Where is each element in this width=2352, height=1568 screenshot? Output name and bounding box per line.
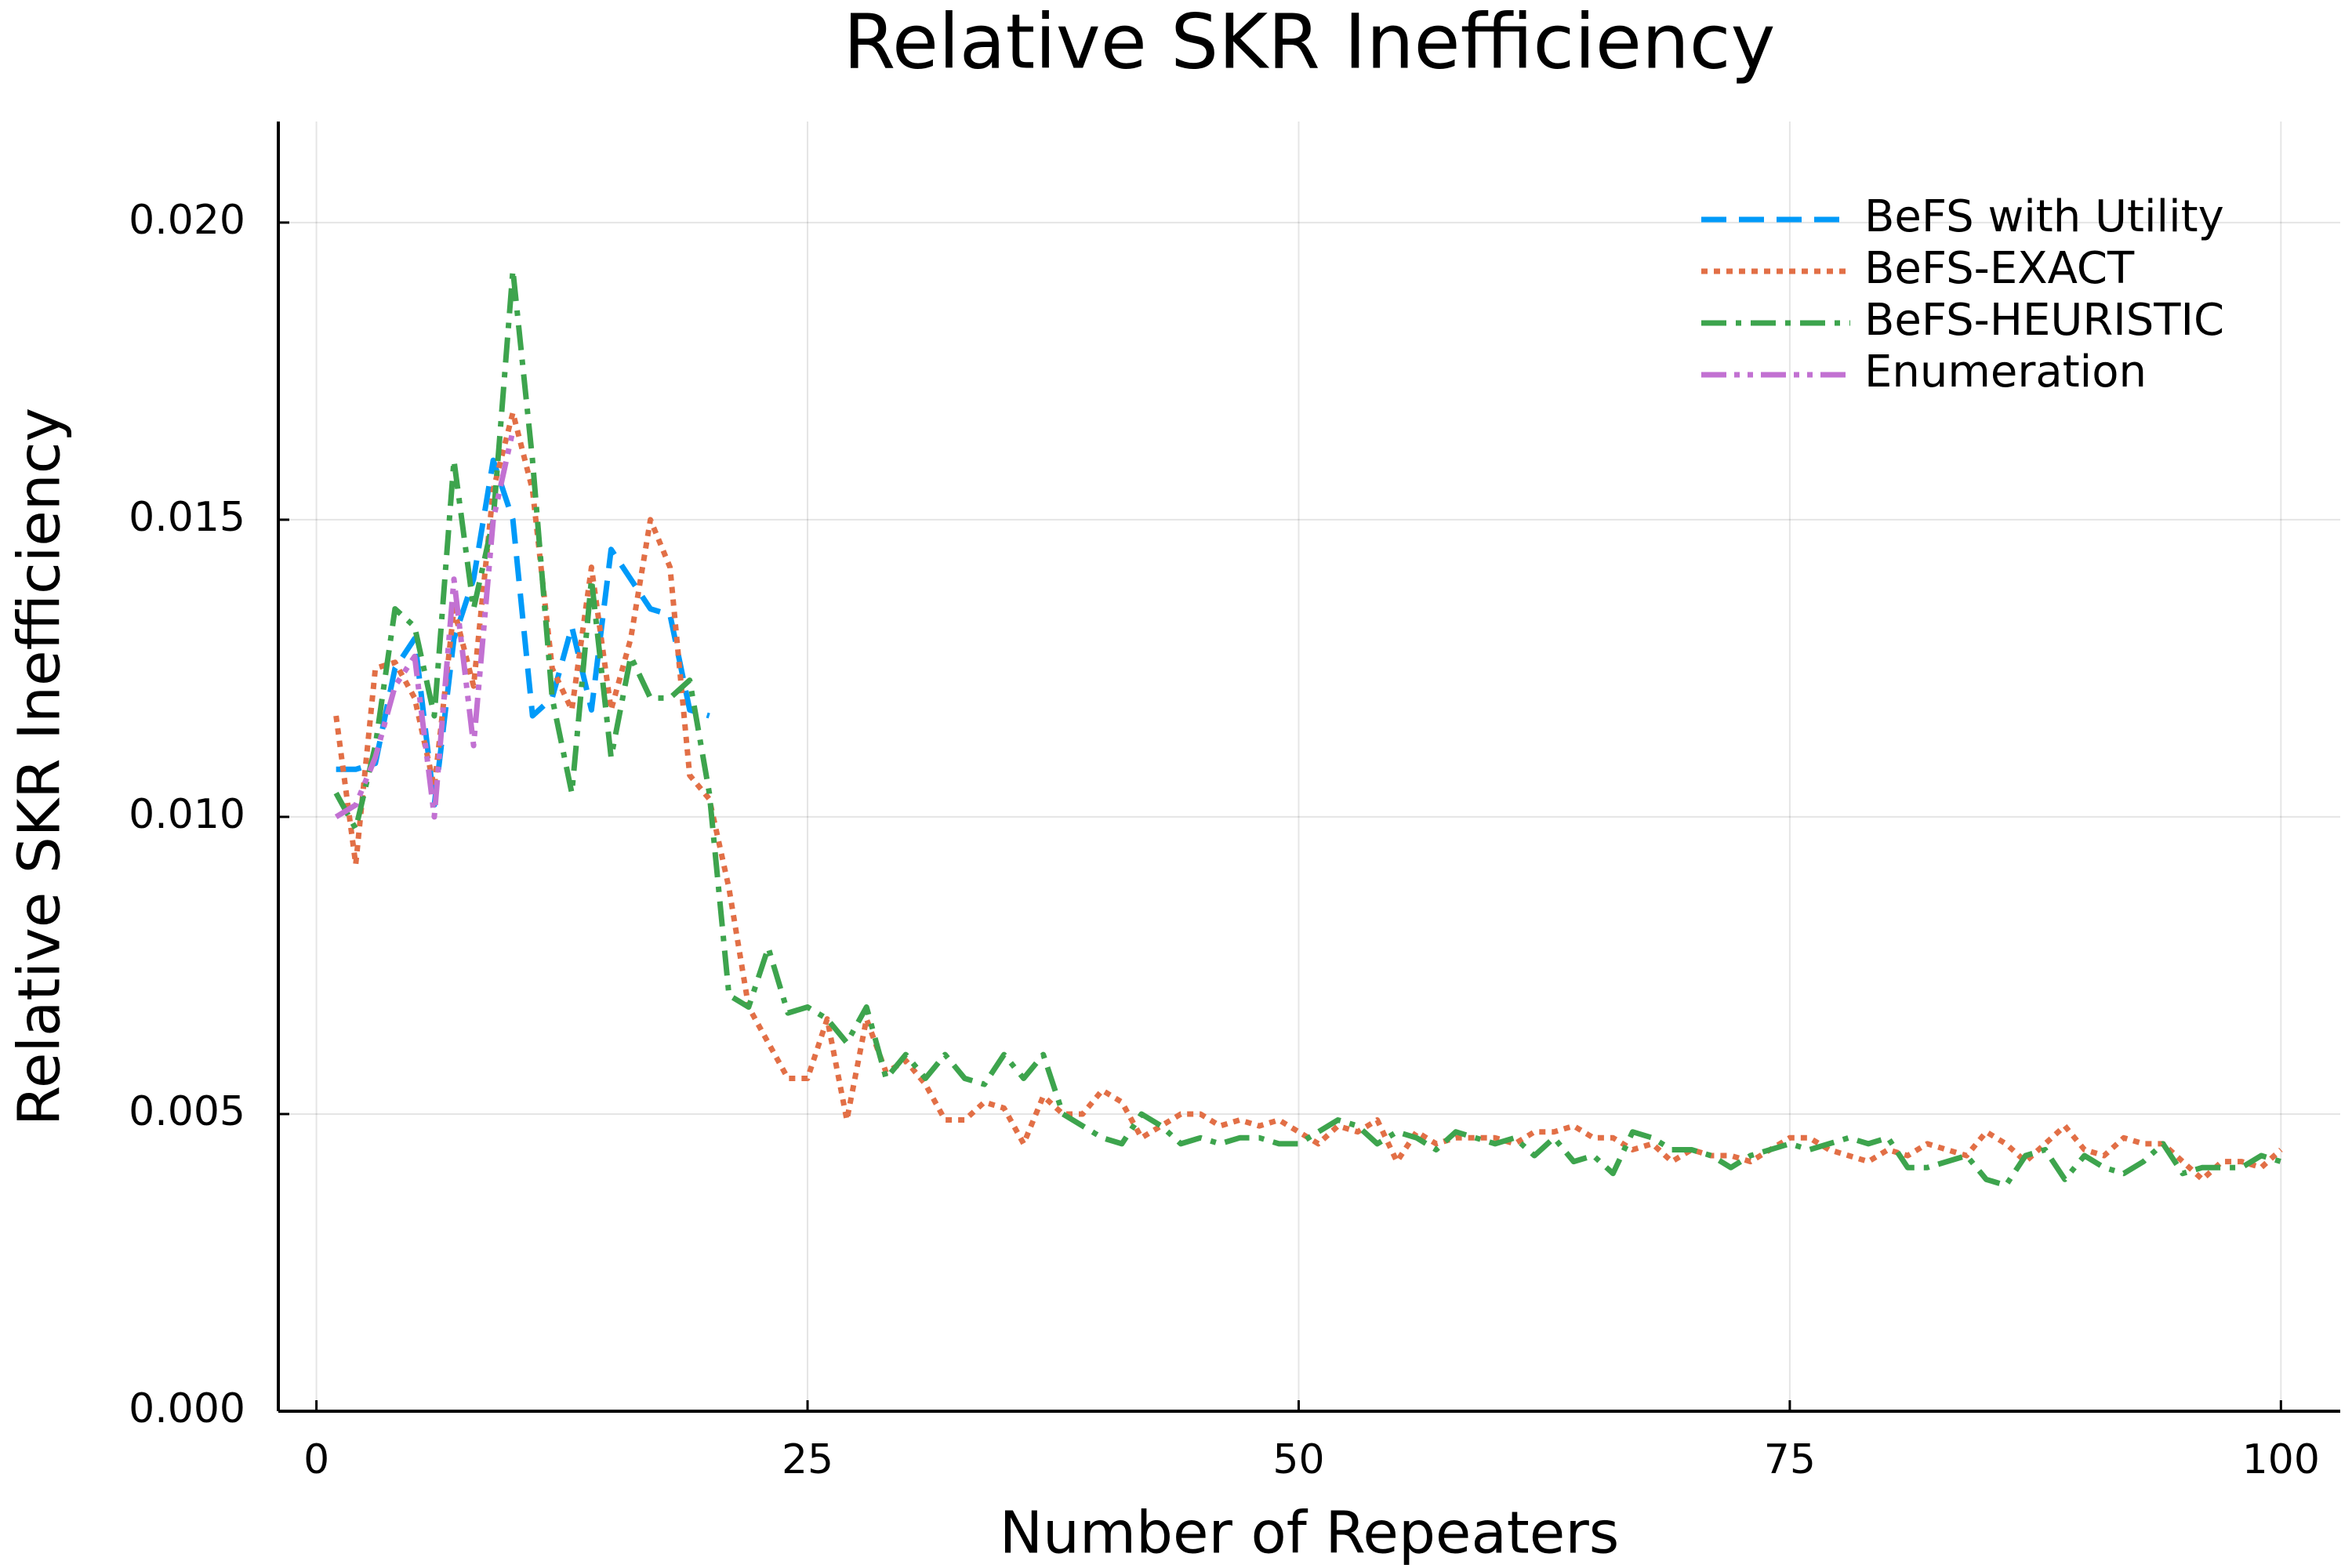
y-tick-label: 0.020 (129, 197, 245, 244)
y-tick-label: 0.000 (129, 1385, 245, 1432)
y-tick-label: 0.015 (129, 494, 245, 541)
x-tick-label: 100 (2242, 1436, 2320, 1483)
series-line (336, 457, 710, 808)
x-tick-label: 50 (1272, 1436, 1324, 1483)
legend-label: Enumeration (1864, 347, 2147, 397)
legend-label: BeFS-HEURISTIC (1864, 295, 2224, 346)
y-tick-label: 0.005 (129, 1088, 245, 1135)
series-line (333, 267, 2282, 1189)
x-tick-label: 75 (1764, 1436, 1816, 1483)
legend-label: BeFS-EXACT (1864, 243, 2135, 294)
series-line (334, 430, 516, 820)
x-axis-label: Number of Repeaters (1000, 1500, 1620, 1567)
y-tick-label: 0.010 (129, 791, 245, 838)
x-tick-label: 0 (303, 1436, 329, 1483)
legend-label: BeFS with Utility (1864, 191, 2224, 242)
y-axis-label: Relative SKR Inefficiency (6, 408, 74, 1126)
x-tick-label: 25 (782, 1436, 833, 1483)
series-line (333, 409, 2283, 1182)
chart-title: Relative SKR Inefficiency (844, 0, 1776, 85)
